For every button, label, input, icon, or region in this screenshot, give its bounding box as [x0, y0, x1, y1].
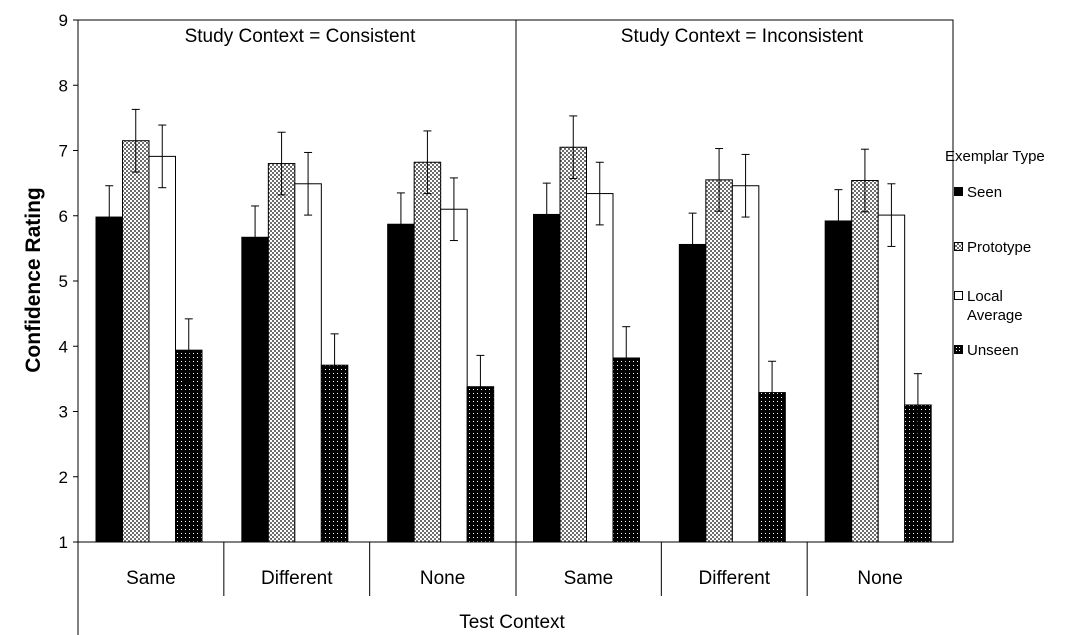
bar-local-average [731, 185, 760, 543]
y-tick-label: 5 [59, 272, 68, 291]
y-tick-label: 1 [59, 533, 68, 552]
bar-prototype [851, 180, 879, 543]
error-bars [105, 108, 922, 437]
panel-title-consistent: Study Context = Consistent [185, 26, 416, 47]
bar-seen [533, 213, 561, 543]
bar-prototype [122, 140, 150, 543]
legend-label: Prototype [967, 239, 1032, 256]
y-tick-label: 6 [59, 207, 68, 226]
bar-local-average [148, 155, 176, 543]
y-tick-label: 7 [59, 142, 68, 161]
y-axis: 1 2 3 4 5 6 7 8 9 [59, 11, 78, 552]
bar-seen [824, 220, 853, 543]
plot-area [77, 19, 954, 635]
bar-prototype [705, 179, 733, 543]
x-category-label: Same [564, 568, 614, 589]
legend-swatch [954, 242, 963, 251]
legend-label: Unseen [967, 342, 1019, 359]
legend-swatch [954, 187, 963, 196]
bar-local-average [877, 214, 906, 543]
legend-title: Exemplar Type [945, 148, 1045, 165]
x-category-label: None [857, 568, 902, 589]
legend-swatch [954, 345, 963, 354]
legend-label: Seen [967, 184, 1003, 201]
legend-item-seen: Seen [954, 183, 1002, 202]
bar-local-average [440, 208, 468, 543]
bar-local-average [294, 183, 322, 543]
y-axis-label: Confidence Rating [22, 187, 45, 373]
x-category-label: Different [261, 568, 333, 589]
x-axis-label: Test Context [459, 612, 565, 633]
y-tick-label: 4 [59, 337, 68, 356]
legend-item-local-average: Local Average [954, 287, 1023, 325]
bar-prototype [413, 161, 442, 543]
x-category-label: Same [126, 568, 176, 589]
legend-swatch [954, 291, 963, 300]
bar-local-average [586, 193, 614, 543]
bars [95, 140, 932, 543]
y-tick-label: 3 [59, 403, 68, 422]
bar-prototype [267, 163, 296, 543]
bar-seen [387, 223, 415, 543]
x-category-label: Different [699, 568, 771, 589]
y-tick-label: 2 [59, 468, 68, 487]
y-tick-label: 8 [59, 76, 68, 95]
bar-unseen [175, 349, 203, 543]
panel-title-inconsistent: Study Context = Inconsistent [621, 26, 864, 47]
legend-label: Local Average [967, 288, 1023, 324]
y-tick-label: 9 [59, 11, 68, 30]
x-category-label: None [420, 568, 465, 589]
legend-item-prototype: Prototype [954, 238, 1031, 257]
bar-seen [241, 236, 269, 543]
legend-item-unseen: Unseen [954, 341, 1019, 360]
bar-seen [678, 243, 707, 543]
x-axis: Same Different None Same Different None [126, 542, 903, 596]
bar-seen [95, 216, 123, 543]
bar-prototype [559, 146, 587, 543]
